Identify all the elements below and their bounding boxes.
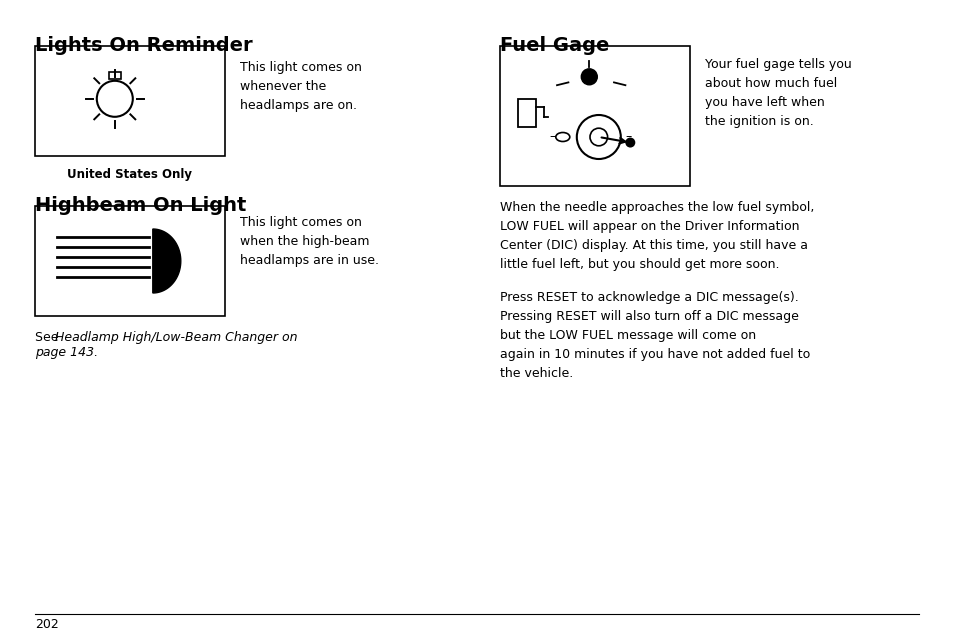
Text: When the needle approaches the low fuel symbol,
LOW FUEL will appear on the Driv: When the needle approaches the low fuel … <box>499 201 814 271</box>
FancyBboxPatch shape <box>499 46 689 186</box>
Text: –: – <box>549 130 556 144</box>
Circle shape <box>580 69 597 85</box>
FancyBboxPatch shape <box>517 99 536 127</box>
Text: This light comes on
when the high-beam
headlamps are in use.: This light comes on when the high-beam h… <box>240 216 378 267</box>
Text: Fuel Gage: Fuel Gage <box>499 36 609 55</box>
Text: Your fuel gage tells you
about how much fuel
you have left when
the ignition is : Your fuel gage tells you about how much … <box>704 58 851 128</box>
FancyBboxPatch shape <box>109 72 121 79</box>
Text: page 143.: page 143. <box>35 346 98 359</box>
Text: Highbeam On Light: Highbeam On Light <box>35 196 246 215</box>
FancyBboxPatch shape <box>35 206 225 316</box>
FancyBboxPatch shape <box>35 46 225 156</box>
Text: United States Only: United States Only <box>68 168 193 181</box>
Text: 202: 202 <box>35 618 59 631</box>
Polygon shape <box>152 229 181 293</box>
Text: This light comes on
whenever the
headlamps are on.: This light comes on whenever the headlam… <box>240 61 361 112</box>
Circle shape <box>624 137 635 148</box>
Text: Headlamp High/Low-Beam Changer on: Headlamp High/Low-Beam Changer on <box>55 331 297 344</box>
Text: Press RESET to acknowledge a DIC message(s).
Pressing RESET will also turn off a: Press RESET to acknowledge a DIC message… <box>499 291 809 380</box>
Text: Lights On Reminder: Lights On Reminder <box>35 36 253 55</box>
Text: –: – <box>625 130 631 144</box>
Text: See: See <box>35 331 63 344</box>
